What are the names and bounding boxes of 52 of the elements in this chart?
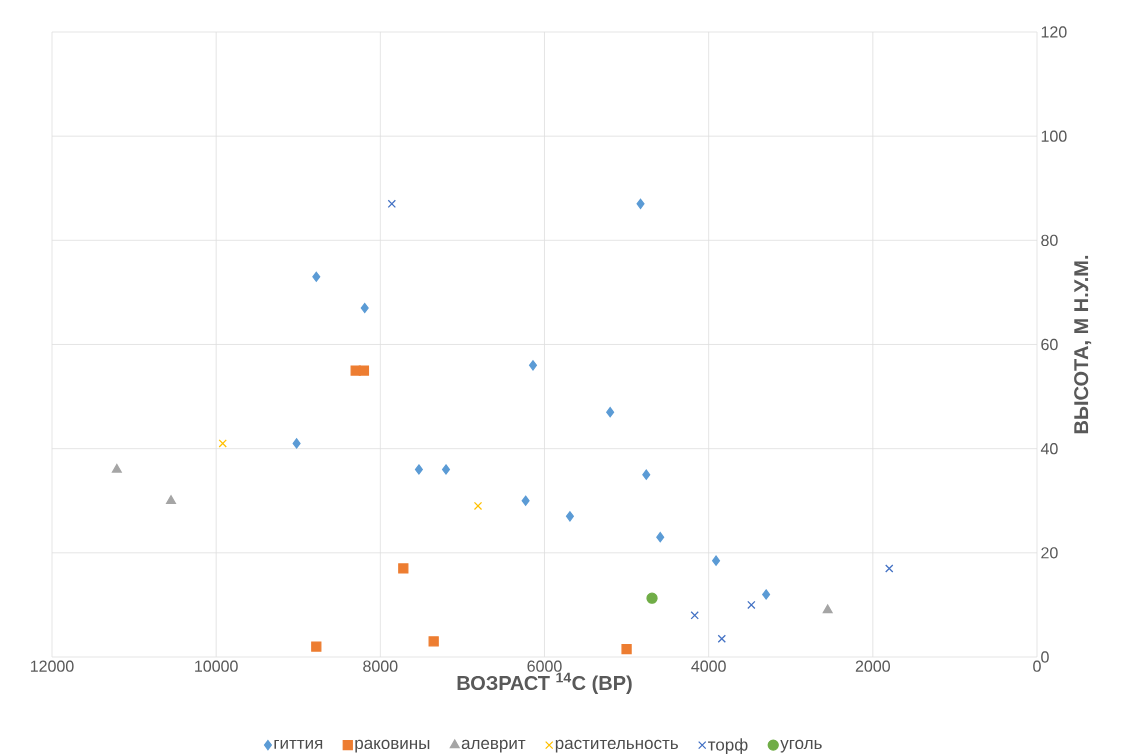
point (311, 641, 322, 652)
y-tick-label: 20 (1041, 547, 1058, 559)
point (473, 501, 483, 511)
point (521, 495, 530, 506)
x-tick-label: 10000 (195, 660, 238, 672)
legend-label: растительность (555, 739, 678, 753)
legend-label: торф (708, 738, 748, 755)
point (414, 464, 423, 475)
point (360, 302, 369, 314)
y-tick-label: 120 (1041, 26, 1067, 38)
point (441, 464, 451, 475)
point (387, 199, 396, 209)
point (642, 469, 651, 480)
point (528, 360, 538, 371)
point (621, 644, 632, 655)
x-axis-title: ВОЗРАСТ $^{14}$C (BP) (457, 672, 632, 695)
y-tick-label: 100 (1041, 130, 1067, 142)
point (428, 636, 439, 647)
point (690, 611, 699, 620)
y-tick-label: 40 (1040, 442, 1058, 455)
point (312, 271, 321, 282)
x-tick-label: 12000 (30, 660, 74, 672)
point (712, 555, 721, 566)
point (656, 532, 665, 543)
point (717, 634, 726, 643)
x-tick-label: 8000 (363, 660, 398, 672)
point (166, 495, 176, 504)
point (762, 589, 771, 600)
x-tick-label: 0 (1033, 660, 1041, 672)
point (358, 365, 370, 376)
x-tick-label: 4000 (691, 660, 726, 672)
y-tick-label: 60 (1041, 338, 1058, 351)
y-axis-title: ВЫСОТА, М Н.У.М. (1074, 255, 1092, 434)
point (111, 463, 122, 473)
legend-label: уголь (780, 739, 822, 753)
point (636, 198, 645, 209)
y-tick-label: 80 (1041, 234, 1058, 246)
legend-label: гиттия (274, 739, 323, 749)
point (747, 600, 756, 610)
point (606, 407, 615, 418)
x-tick-label: 2000 (855, 660, 890, 672)
x-tick-label: 6000 (527, 660, 562, 672)
legend-label: раковины (355, 739, 430, 753)
point (218, 439, 227, 448)
point (822, 604, 833, 614)
point (885, 564, 894, 573)
y-tick-label: 0 (1041, 651, 1049, 663)
point (565, 511, 574, 522)
legend-label: алеврит (461, 739, 526, 753)
point (398, 563, 409, 574)
point (292, 438, 301, 449)
point (646, 592, 658, 604)
